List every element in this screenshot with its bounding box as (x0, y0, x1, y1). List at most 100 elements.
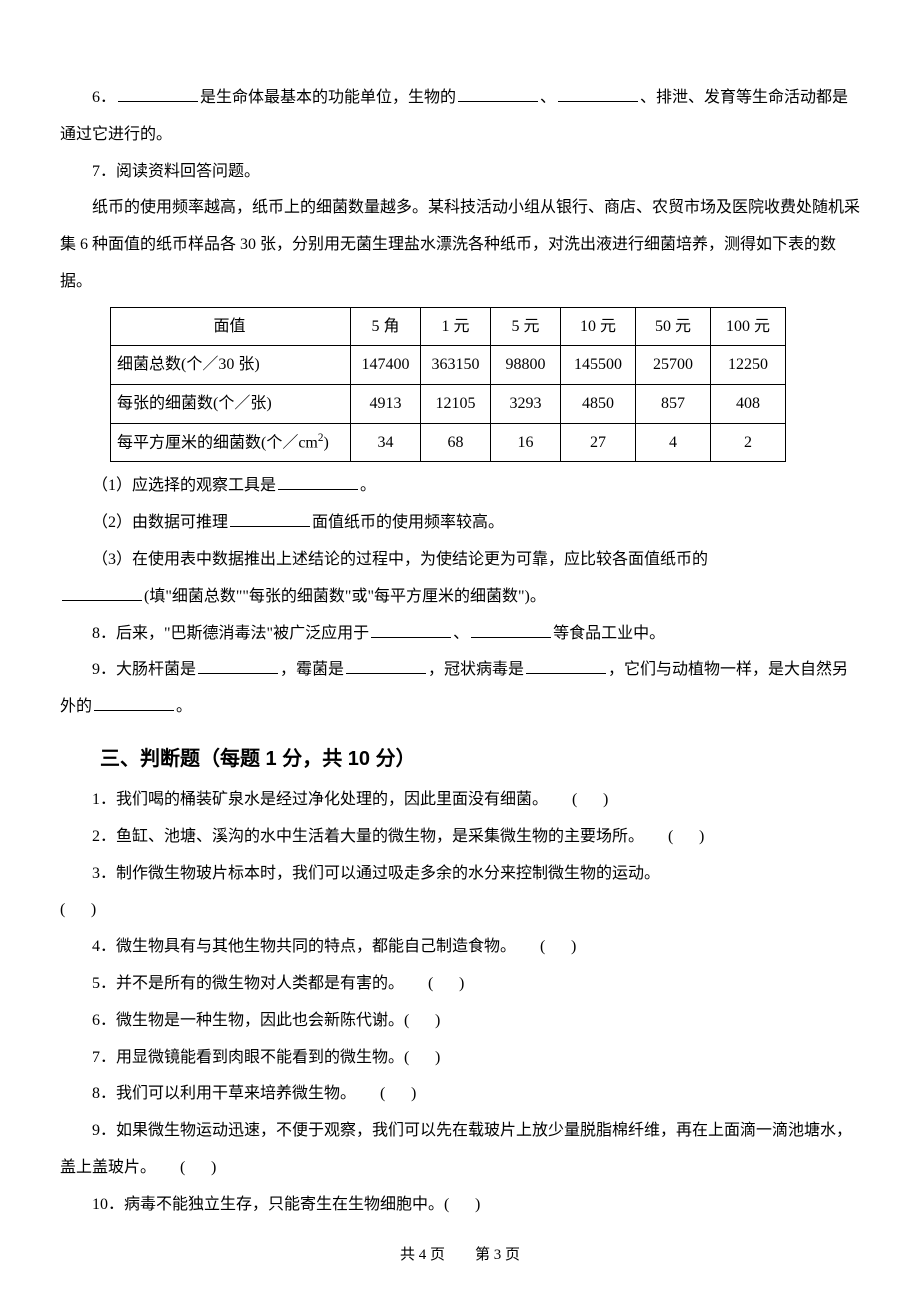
tf-text: 10．病毒不能独立生存，只能寄生在生物细胞中。 (92, 1196, 444, 1213)
table-row: 面值 5 角 1 元 5 元 10 元 50 元 100 元 (111, 307, 786, 346)
answer-paren[interactable]: ( ) (404, 1012, 445, 1029)
row-label: 每张的细菌数(个／张) (111, 384, 351, 423)
question-7-intro: 纸币的使用频率越高，纸币上的细菌数量越多。某科技活动小组从银行、商店、农贸市场及… (60, 190, 860, 300)
cell: 145500 (561, 346, 636, 385)
cell: 147400 (351, 346, 421, 385)
question-9: 9．大肠杆菌是，霉菌是，冠状病毒是，它们与动植物一样，是大自然另外的。 (60, 652, 860, 726)
q6-prefix: 6． (92, 89, 116, 106)
col-header: 面值 (111, 307, 351, 346)
blank[interactable] (198, 657, 278, 674)
cell: 3293 (491, 384, 561, 423)
answer-paren[interactable]: ( ) (572, 791, 613, 808)
row-label: 每平方厘米的细菌数(个／cm2) (111, 423, 351, 462)
sep: 、 (540, 89, 556, 106)
blank[interactable] (458, 85, 538, 102)
cell: 12105 (421, 384, 491, 423)
q7-prefix: 7．阅读资料回答问题。 (92, 163, 260, 180)
text: ，冠状病毒是 (428, 661, 524, 678)
sep: 、 (453, 625, 469, 642)
tf-item-3-paren: ( ) (60, 892, 860, 929)
tf-text: 7．用显微镜能看到肉眼不能看到的微生物。 (92, 1049, 404, 1066)
cell: 4913 (351, 384, 421, 423)
answer-paren[interactable]: ( ) (404, 1049, 445, 1066)
table-row: 每张的细菌数(个／张) 4913 12105 3293 4850 857 408 (111, 384, 786, 423)
text: ，霉菌是 (280, 661, 344, 678)
cell: 363150 (421, 346, 491, 385)
tf-text: 8．我们可以利用干草来培养微生物。 (92, 1085, 348, 1102)
col-header: 10 元 (561, 307, 636, 346)
tf-item-4: 4．微生物具有与其他生物共同的特点，都能自己制造食物。 ( ) (60, 929, 860, 966)
tf-text: 9．如果微生物运动迅速，不便于观察，我们可以先在载玻片上放少量脱脂棉纤维，再在上… (60, 1122, 852, 1176)
col-header: 100 元 (711, 307, 786, 346)
text: （3）在使用表中数据推出上述结论的过程中，为使结论更为可靠，应比较各面值纸币的 (92, 551, 708, 568)
section-3-title: 三、判断题（每题 1 分，共 10 分） (60, 736, 860, 782)
answer-paren[interactable]: ( ) (540, 938, 581, 955)
text: 面值纸币的使用频率较高。 (312, 514, 504, 531)
cell: 98800 (491, 346, 561, 385)
question-7-3: （3）在使用表中数据推出上述结论的过程中，为使结论更为可靠，应比较各面值纸币的 (60, 542, 860, 579)
blank[interactable] (346, 657, 426, 674)
blank[interactable] (371, 621, 451, 638)
tf-text: 2．鱼缸、池塘、溪沟的水中生活着大量的微生物，是采集微生物的主要场所。 (92, 828, 636, 845)
text: （2）由数据可推理 (92, 514, 228, 531)
text: 8．后来，"巴斯德消毒法"被广泛应用于 (92, 625, 369, 642)
blank[interactable] (94, 694, 174, 711)
tf-text: 3．制作微生物玻片标本时，我们可以通过吸走多余的水分来控制微生物的运动。 (92, 865, 660, 882)
answer-paren[interactable]: ( ) (428, 975, 469, 992)
question-7-2: （2）由数据可推理 面值纸币的使用频率较高。 (60, 505, 860, 542)
question-7-header: 7．阅读资料回答问题。 (60, 154, 860, 191)
tf-text: 1．我们喝的桶装矿泉水是经过净化处理的，因此里面没有细菌。 (92, 791, 540, 808)
question-6: 6．是生命体最基本的功能单位，生物的、、排泄、发育等生命活动都是通过它进行的。 (60, 80, 860, 154)
answer-paren[interactable]: ( ) (380, 1085, 421, 1102)
bacteria-table: 面值 5 角 1 元 5 元 10 元 50 元 100 元 细菌总数(个／30… (110, 307, 786, 463)
blank[interactable] (558, 85, 638, 102)
tf-text: 6．微生物是一种生物，因此也会新陈代谢。 (92, 1012, 404, 1029)
table-row: 细菌总数(个／30 张) 147400 363150 98800 145500 … (111, 346, 786, 385)
tf-text: 5．并不是所有的微生物对人类都是有害的。 (92, 975, 396, 992)
cell: 27 (561, 423, 636, 462)
col-header: 50 元 (636, 307, 711, 346)
tf-item-6: 6．微生物是一种生物，因此也会新陈代谢。( ) (60, 1003, 860, 1040)
tf-item-8: 8．我们可以利用干草来培养微生物。 ( ) (60, 1076, 860, 1113)
cell: 68 (421, 423, 491, 462)
blank[interactable] (471, 621, 551, 638)
tf-item-9: 9．如果微生物运动迅速，不便于观察，我们可以先在载玻片上放少量脱脂棉纤维，再在上… (60, 1113, 860, 1187)
q6-seg1: 是生命体最基本的功能单位，生物的 (200, 89, 456, 106)
cell: 16 (491, 423, 561, 462)
text: (填"细菌总数""每张的细菌数"或"每平方厘米的细菌数")。 (144, 588, 546, 605)
answer-paren[interactable]: ( ) (180, 1159, 221, 1176)
footer-total: 共 4 页 (400, 1247, 445, 1263)
footer-current: 第 3 页 (475, 1247, 520, 1263)
text: 9．大肠杆菌是 (92, 661, 196, 678)
tf-item-10: 10．病毒不能独立生存，只能寄生在生物细胞中。( ) (60, 1187, 860, 1224)
blank[interactable] (278, 473, 358, 490)
blank[interactable] (526, 657, 606, 674)
blank[interactable] (118, 85, 198, 102)
table-row: 每平方厘米的细菌数(个／cm2) 34 68 16 27 4 2 (111, 423, 786, 462)
answer-paren[interactable]: ( ) (444, 1196, 485, 1213)
answer-paren[interactable]: ( ) (668, 828, 709, 845)
question-7-1: （1）应选择的观察工具是。 (60, 468, 860, 505)
question-8: 8．后来，"巴斯德消毒法"被广泛应用于 、 等食品工业中。 (60, 616, 860, 653)
cell: 25700 (636, 346, 711, 385)
blank[interactable] (230, 510, 310, 527)
cell: 4 (636, 423, 711, 462)
blank[interactable] (62, 584, 142, 601)
tf-text: 4．微生物具有与其他生物共同的特点，都能自己制造食物。 (92, 938, 508, 955)
text: 。 (360, 477, 376, 494)
tf-item-2: 2．鱼缸、池塘、溪沟的水中生活着大量的微生物，是采集微生物的主要场所。 ( ) (60, 819, 860, 856)
question-7-3b: (填"细菌总数""每张的细菌数"或"每平方厘米的细菌数")。 (60, 579, 860, 616)
col-header: 5 角 (351, 307, 421, 346)
answer-paren[interactable]: ( ) (60, 901, 101, 918)
cell: 2 (711, 423, 786, 462)
cell: 4850 (561, 384, 636, 423)
tf-item-1: 1．我们喝的桶装矿泉水是经过净化处理的，因此里面没有细菌。 ( ) (60, 782, 860, 819)
text: 等食品工业中。 (553, 625, 665, 642)
page-footer: 共 4 页 第 3 页 (60, 1244, 860, 1267)
cell: 12250 (711, 346, 786, 385)
cell: 34 (351, 423, 421, 462)
tf-item-7: 7．用显微镜能看到肉眼不能看到的微生物。( ) (60, 1040, 860, 1077)
text: 。 (176, 698, 192, 715)
tf-item-3: 3．制作微生物玻片标本时，我们可以通过吸走多余的水分来控制微生物的运动。 (60, 856, 860, 893)
cell: 857 (636, 384, 711, 423)
